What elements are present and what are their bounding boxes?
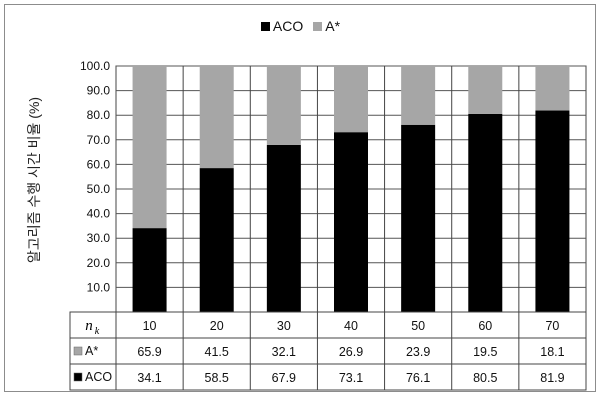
- y-tick-label: 100.0: [80, 59, 110, 73]
- table-cell: 81.9: [540, 371, 564, 385]
- y-tick-label: 90.0: [87, 84, 111, 98]
- table-category: 20: [210, 319, 224, 333]
- bar-aco: [535, 110, 570, 312]
- table-cell: 23.9: [406, 345, 430, 359]
- table-legend-swatch: [73, 346, 83, 356]
- bar-aco: [468, 113, 503, 312]
- table-cell: 76.1: [406, 371, 430, 385]
- y-tick-label: 30.0: [87, 231, 111, 245]
- y-tick-label: 70.0: [87, 133, 111, 147]
- table-cell: 26.9: [339, 345, 363, 359]
- bar-astar: [468, 66, 503, 114]
- table-header-nk: n: [85, 318, 93, 334]
- table-row-label: A*: [85, 344, 98, 358]
- table-cell: 18.1: [540, 345, 564, 359]
- legend-item-astar: A*: [313, 18, 340, 34]
- table-legend-swatch: [73, 372, 83, 382]
- table-cell: 65.9: [137, 345, 161, 359]
- bar-aco: [199, 168, 234, 312]
- bar-aco: [334, 132, 368, 312]
- legend-label-astar: A*: [325, 18, 341, 34]
- table-category: 30: [277, 319, 291, 333]
- y-tick-label: 40.0: [87, 207, 111, 221]
- table-cell: 73.1: [339, 371, 363, 385]
- y-tick-label: 50.0: [87, 182, 111, 196]
- table-cell: 80.5: [473, 371, 497, 385]
- table-category: 40: [344, 319, 358, 333]
- y-tick-label: 10.0: [87, 280, 111, 294]
- bar-astar: [334, 66, 368, 133]
- legend: ACO A*: [0, 18, 601, 34]
- y-tick-label: 80.0: [87, 108, 111, 122]
- table-category: 70: [545, 319, 559, 333]
- legend-item-aco: ACO: [260, 18, 304, 34]
- y-tick-label: 60.0: [87, 157, 111, 171]
- bar-aco: [266, 144, 301, 312]
- table-category: 60: [478, 319, 492, 333]
- table-cell: 41.5: [205, 345, 229, 359]
- data-table: [69, 311, 587, 391]
- bar-aco: [132, 228, 167, 312]
- table-cell: 32.1: [272, 345, 296, 359]
- bar-astar: [132, 66, 167, 229]
- bar-astar: [535, 66, 570, 111]
- table-row-label: ACO: [85, 370, 112, 384]
- legend-swatch-astar: [313, 21, 323, 31]
- table-cell: 67.9: [272, 371, 296, 385]
- bar-astar: [266, 66, 301, 145]
- bar-aco: [401, 124, 436, 312]
- legend-label-aco: ACO: [272, 18, 304, 34]
- legend-swatch-aco: [260, 21, 270, 31]
- table-cell: 58.5: [205, 371, 229, 385]
- table-category: 50: [411, 319, 425, 333]
- bar-astar: [199, 66, 234, 169]
- table-header-nk-subscript: k: [95, 326, 100, 337]
- bar-astar: [401, 66, 436, 125]
- table-cell: 34.1: [137, 371, 161, 385]
- table-cell: 19.5: [473, 345, 497, 359]
- y-tick-label: 20.0: [87, 256, 111, 270]
- table-category: 10: [143, 319, 157, 333]
